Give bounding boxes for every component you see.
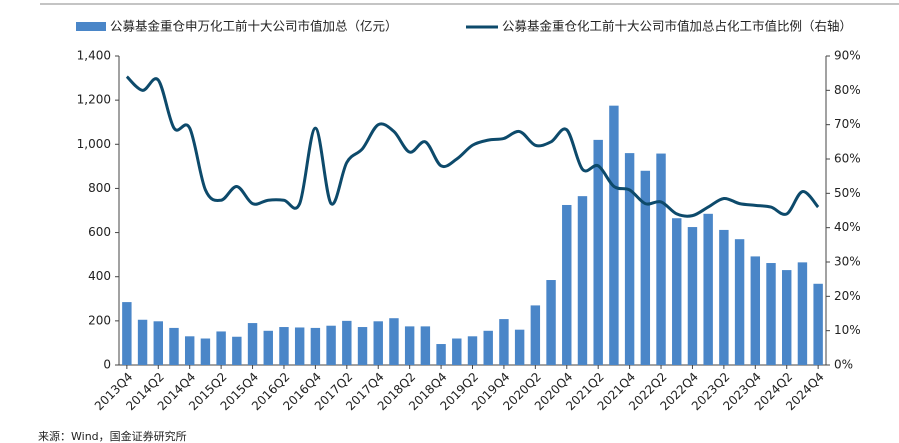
y2-tick-label: 90%	[834, 49, 861, 63]
bar	[546, 280, 556, 365]
y2-tick-label: 40%	[834, 220, 861, 234]
bar	[577, 196, 588, 365]
bar	[499, 319, 509, 365]
y-tick-label: 400	[88, 269, 111, 283]
bar	[436, 344, 446, 365]
y-tick-label: 0	[103, 358, 111, 372]
bar	[656, 153, 666, 365]
bar	[137, 319, 148, 365]
bar	[279, 327, 289, 365]
bar	[184, 336, 195, 365]
bar	[169, 327, 179, 365]
bar	[373, 321, 383, 365]
y2-tick-label: 60%	[834, 152, 861, 166]
bar	[813, 283, 823, 365]
bar	[672, 218, 682, 365]
bar	[216, 331, 226, 365]
source: 来源：Wind，国金证券研究所	[38, 429, 187, 443]
bar	[232, 336, 242, 365]
y2-tick-label: 10%	[834, 323, 861, 337]
bar	[122, 302, 132, 365]
bar	[562, 204, 572, 365]
y-tick-label: 200	[88, 313, 111, 327]
bar	[310, 327, 321, 365]
y2-tick-label: 70%	[834, 117, 861, 131]
bar	[609, 105, 619, 366]
legend: 公募基金重仓申万化工前十大公司市值加总（亿元） 公募基金重仓化工前十大公司市值加总…	[76, 19, 852, 34]
bar	[624, 153, 635, 365]
bar	[734, 239, 745, 365]
y2-tick-label: 80%	[834, 83, 861, 97]
y2-tick-label: 20%	[834, 289, 861, 303]
bar	[263, 330, 273, 365]
bar	[750, 256, 761, 365]
y-tick-label: 600	[88, 225, 111, 239]
y-tick-label: 800	[88, 181, 111, 195]
bar	[153, 321, 163, 365]
bar	[719, 229, 729, 365]
bar	[593, 139, 603, 365]
legend-swatch	[76, 22, 106, 31]
y-tick-label: 1,200	[77, 93, 111, 107]
bar	[420, 326, 431, 365]
bar	[514, 329, 525, 365]
y2-tick-label: 30%	[834, 255, 861, 269]
bar	[782, 270, 792, 365]
bar	[357, 327, 368, 365]
y2-tick-label: 0%	[834, 358, 853, 372]
bar	[326, 325, 336, 365]
y2-tick-label: 50%	[834, 186, 861, 200]
bar	[530, 305, 541, 365]
legend-label: 公募基金重仓申万化工前十大公司市值加总（亿元）	[110, 19, 398, 34]
bar	[483, 330, 493, 365]
bar	[200, 338, 211, 365]
bar	[687, 227, 698, 365]
y-tick-label: 1,400	[77, 49, 111, 63]
bar	[640, 170, 651, 365]
y-tick-label: 1,000	[77, 137, 111, 151]
bar	[467, 336, 478, 365]
bar	[703, 213, 713, 365]
bar	[452, 338, 462, 365]
bar	[404, 326, 415, 365]
line	[125, 75, 820, 218]
bar	[389, 318, 399, 365]
bar	[342, 320, 352, 365]
legend-label: 公募基金重仓化工前十大公司市值加总占化工市值比例（右轴）	[502, 19, 852, 34]
bar	[797, 262, 808, 365]
bar	[247, 323, 258, 365]
bar	[294, 327, 305, 365]
bar	[766, 263, 776, 365]
